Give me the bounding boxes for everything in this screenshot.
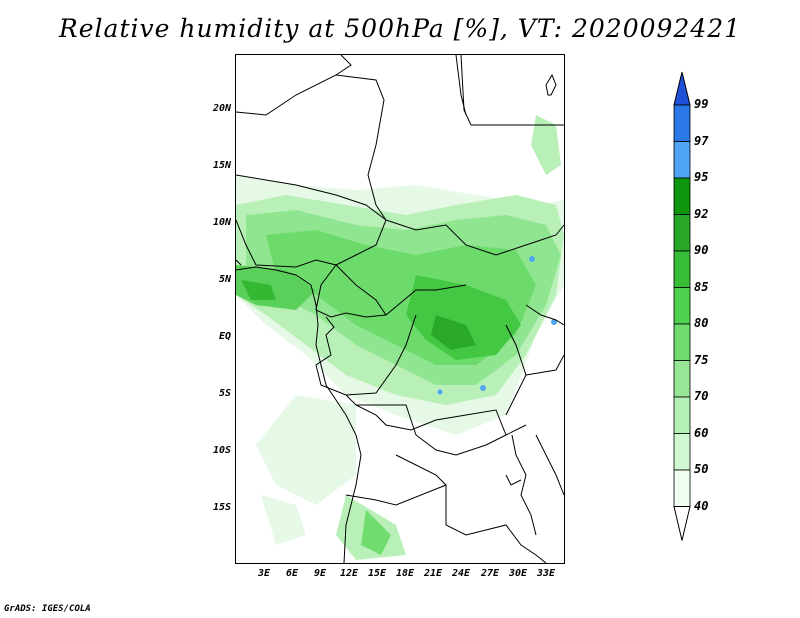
lon-label-27e: 27E <box>480 568 500 579</box>
humidity-map <box>236 55 564 563</box>
colorbar-label: 97 <box>694 133 709 148</box>
colorbar-cell <box>673 360 691 398</box>
colorbar-label: 85 <box>694 279 709 294</box>
colorbar-label: 75 <box>694 352 709 367</box>
colorbar-top-arrow <box>673 71 691 106</box>
lat-label-15s: 15S <box>212 502 231 513</box>
colorbar-cell <box>673 104 691 142</box>
lon-label-30e: 30E <box>508 568 528 579</box>
lat-label-eq: EQ <box>218 331 231 342</box>
lon-label-12e: 12E <box>339 568 359 579</box>
colorbar-cell <box>673 141 691 179</box>
colorbar-cell <box>673 250 691 288</box>
colorbar-cell <box>673 433 691 471</box>
colorbar-cell <box>673 323 691 361</box>
colorbar-bottom-arrow <box>673 506 691 541</box>
lon-label-3e: 3E <box>257 568 271 579</box>
colorbar-label: 70 <box>694 389 709 403</box>
lon-label-24e: 24E <box>451 568 471 579</box>
lon-label-21e: 21E <box>423 568 443 579</box>
colorbar-label: 99 <box>694 97 709 111</box>
lat-label-20n: 20N <box>212 103 231 114</box>
humidity-field <box>236 115 564 560</box>
colorbar-cell <box>673 396 691 434</box>
lat-label-15n: 15N <box>212 160 231 171</box>
map-panel <box>235 54 565 564</box>
colorbar-label: 95 <box>694 170 709 184</box>
coastline <box>236 73 557 563</box>
country-borders <box>236 55 564 563</box>
lat-label-5s: 5S <box>218 388 231 399</box>
colorbar-cell <box>673 177 691 215</box>
colorbar-cell <box>673 214 691 252</box>
colorbar-label: 80 <box>694 316 709 330</box>
grads-credit: GrADS: IGES/COLA <box>4 604 91 614</box>
colorbar <box>673 71 691 541</box>
lon-label-6e: 6E <box>285 568 299 579</box>
colorbar-label: 60 <box>694 425 709 440</box>
lon-label-18e: 18E <box>395 568 415 579</box>
colorbar-label: 92 <box>694 206 709 221</box>
colorbar-label: 40 <box>694 498 709 513</box>
lat-label-5n: 5N <box>218 274 231 285</box>
colorbar-label: 90 <box>694 243 709 257</box>
colorbar-cell <box>673 287 691 325</box>
map-title: Relative humidity at 500hPa [%], VT: 202… <box>58 14 742 43</box>
lat-label-10n: 10N <box>212 217 231 228</box>
colorbar-label: 50 <box>694 462 709 476</box>
lon-label-15e: 15E <box>367 568 387 579</box>
lon-label-9e: 9E <box>313 568 327 579</box>
lat-label-10s: 10S <box>212 445 231 456</box>
lon-label-33e: 33E <box>536 568 556 579</box>
colorbar-cell <box>673 469 691 507</box>
